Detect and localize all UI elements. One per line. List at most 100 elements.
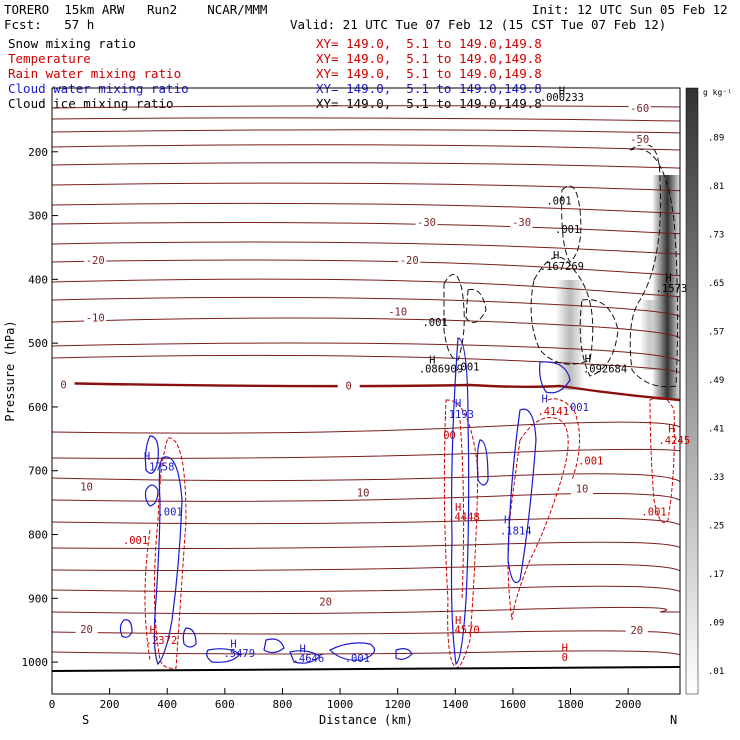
- extremum-annotation: .001: [454, 362, 479, 374]
- freezing-level-contour: [51, 381, 681, 402]
- temperature-contour-label: -30: [417, 217, 436, 229]
- x-tick-label: 1600: [500, 698, 527, 711]
- x-tick-label: 200: [100, 698, 120, 711]
- extremum-annotation: .001: [555, 224, 580, 236]
- temperature-label-bg: [398, 254, 421, 267]
- extremum-annotation: .5479: [223, 648, 255, 660]
- extremum-annotation: H: [455, 502, 461, 514]
- extremum-annotation: H: [559, 85, 565, 97]
- temperature-contour-label: 10: [357, 487, 370, 499]
- extremum-annotation: .167269: [540, 261, 584, 273]
- ice-shading: [555, 175, 680, 400]
- extremum-annotation: H: [504, 515, 510, 527]
- x-tick-label: 0: [49, 698, 56, 711]
- temperature-contour-label: -60: [630, 103, 649, 115]
- extremum-annotation: H: [585, 353, 591, 365]
- extremum-annotation: .4448: [448, 511, 480, 523]
- y-tick-label: 800: [28, 529, 48, 542]
- colorbar-tick-label: .01: [708, 667, 724, 677]
- colorbar-unit: g kg⁻¹: [703, 88, 732, 97]
- temperature-contour-label: 20: [630, 625, 643, 637]
- temperature-contour-label: 20: [80, 624, 93, 636]
- y-tick-label: 400: [28, 273, 48, 286]
- field-rain-xy: XY= 149.0, 5.1 to 149.0,149.8: [316, 66, 542, 81]
- colorbar-tick-label: .65: [708, 279, 724, 289]
- temperature-label-bg: [75, 622, 98, 635]
- temperature-label-bg: [628, 101, 651, 114]
- colorbar-tick-label: .25: [708, 521, 724, 531]
- field-rain-label: Rain water mixing ratio: [8, 66, 182, 81]
- temperature-label-bg: [337, 379, 360, 392]
- extremum-annotation: H: [455, 615, 461, 627]
- model-title: TORERO 15km ARW Run2 NCAR/MMM: [4, 2, 268, 17]
- colorbar-tick-label: .49: [708, 376, 724, 386]
- x-tick-label: 400: [157, 698, 177, 711]
- temperature-label-bg: [510, 215, 533, 228]
- extremum-annotation: 00: [443, 430, 456, 442]
- extremum-annotation: .001: [157, 506, 182, 518]
- y-tick-label: 900: [28, 592, 48, 605]
- extremum-annotation: .1758: [143, 462, 175, 474]
- temperature-label-bg: [571, 482, 594, 495]
- temperature-contour-label: 10: [80, 482, 93, 494]
- rain-water-contours: [144, 397, 675, 669]
- colorbar-tick-label: .89: [708, 133, 724, 143]
- temperature-label-bg: [84, 311, 107, 324]
- temperature-contour-label: 20: [319, 597, 332, 609]
- colorbar-tick-label: .33: [708, 473, 724, 483]
- temperature-contour-label: 10: [576, 484, 589, 496]
- temperature-label-bg: [628, 133, 651, 146]
- temperature-contours: [52, 105, 680, 658]
- init-time: Init: 12 UTC Sun 05 Feb 12: [532, 2, 728, 17]
- temperature-contour-label: -50: [630, 134, 649, 146]
- temperature-contour-label: -20: [400, 255, 419, 267]
- colorbar-tick-label: .73: [708, 230, 724, 240]
- y-tick-label: 600: [28, 401, 48, 414]
- temperature-contour-label: -10: [86, 313, 105, 325]
- valid-time: Valid: 21 UTC Tue 07 Feb 12 (15 CST Tue …: [290, 17, 667, 32]
- temperature-contour-label: 0: [346, 380, 352, 392]
- extremum-annotation: H: [299, 644, 305, 656]
- colorbar-tick-label: .41: [708, 424, 724, 434]
- x-tick-label: 1200: [384, 698, 411, 711]
- temperature-contour-label: -20: [86, 255, 105, 267]
- extremum-annotation: .4141: [537, 406, 569, 418]
- y-tick-label: 500: [28, 337, 48, 350]
- extremum-annotation: .001: [546, 196, 571, 208]
- y-tick-label: 700: [28, 465, 48, 478]
- temperature-label-bg: [415, 215, 438, 228]
- x-tick-label: 1000: [327, 698, 354, 711]
- extremum-annotation: H: [665, 272, 671, 284]
- y-tick-label: 300: [28, 210, 48, 223]
- field-snow-xy: XY= 149.0, 5.1 to 149.0,149.8: [316, 36, 542, 51]
- extremum-annotation: H: [230, 638, 236, 650]
- extremum-annotation: .001: [345, 653, 370, 665]
- north-endpoint-label: N: [670, 713, 677, 727]
- cloud-water-contours: [119, 337, 571, 666]
- y-tick-label: 200: [28, 146, 48, 159]
- extremum-annotation: .001: [641, 506, 666, 518]
- extremum-annotation: H: [562, 642, 568, 654]
- x-tick-label: 600: [215, 698, 235, 711]
- colorbar-tick-label: .57: [708, 327, 724, 337]
- extremum-annotation: H: [455, 398, 461, 410]
- temperature-label-bg: [314, 595, 337, 608]
- extremum-annotation: H: [429, 355, 435, 367]
- extremum-annotation: H: [553, 250, 559, 262]
- field-temperature-xy: XY= 149.0, 5.1 to 149.0,149.8: [316, 51, 542, 66]
- field-cloud-ice-xy: XY= 149.0, 5.1 to 149.0,149.8: [316, 96, 542, 111]
- plot-frame: [51, 87, 681, 695]
- extremum-annotation: .4646: [293, 653, 325, 665]
- ground-line: [51, 666, 681, 672]
- y-axis-label: Pressure (hPa): [3, 320, 17, 421]
- temperature-label-bg: [75, 480, 98, 493]
- extremum-annotation: .001: [422, 317, 447, 329]
- extremum-annotation: .092684: [583, 364, 627, 376]
- south-endpoint-label: S: [82, 713, 89, 727]
- temperature-label-bg: [625, 624, 648, 637]
- temperature-contour-label: -30: [512, 217, 531, 229]
- extremum-annotation: H: [150, 624, 156, 636]
- y-tick-label: 1000: [22, 656, 49, 669]
- temperature-label-bg: [352, 486, 375, 499]
